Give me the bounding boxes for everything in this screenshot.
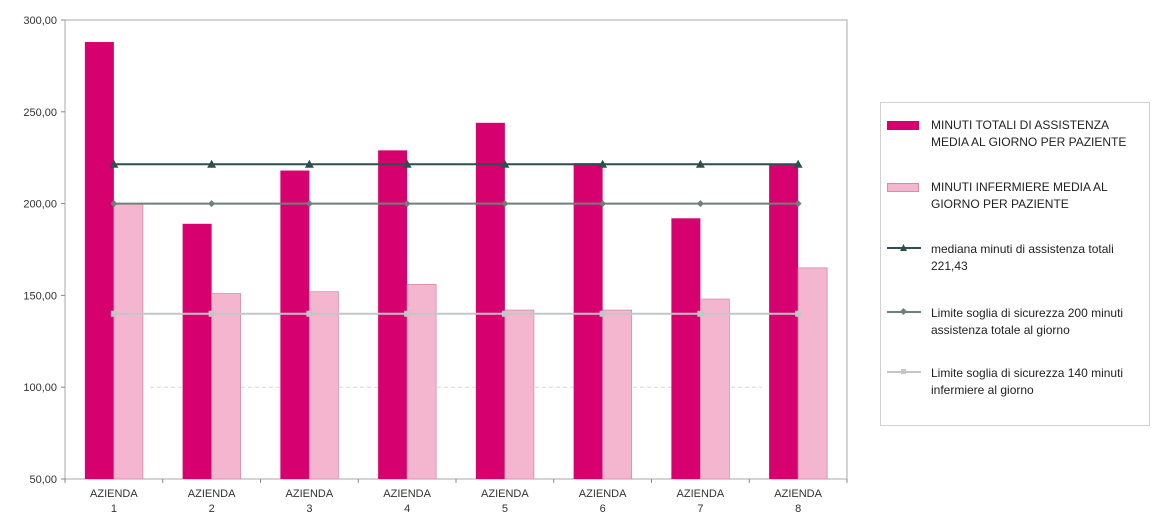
y-tick-label: 50,00	[29, 474, 57, 486]
legend-label-threshold-200: Limite soglia di sicurezza 200 minuti as…	[931, 306, 1124, 337]
bar-nurse-minutes	[211, 293, 242, 480]
diamond-marker	[208, 200, 216, 208]
bar-nurse-minutes	[699, 298, 730, 480]
bar-total-minutes	[84, 42, 114, 479]
x-tick-label-name: AZIENDA	[188, 488, 236, 500]
triangle-marker	[598, 159, 608, 168]
square-marker	[599, 310, 606, 317]
legend-swatch-nurse	[887, 183, 919, 192]
bar-nurse-minutes	[602, 309, 633, 480]
legend-item-threshold-200: Limite soglia di sicurezza 200 minuti as…	[887, 303, 1147, 337]
legend-line-threshold-140	[887, 369, 921, 374]
diamond-marker	[501, 200, 509, 208]
legend-label-median: mediana minuti di assistenza totali 221,…	[931, 242, 1114, 273]
x-tick-label-name: AZIENDA	[383, 488, 431, 500]
triangle-marker	[207, 159, 217, 168]
x-tick-label-name: AZIENDA	[90, 488, 138, 500]
bar-total-minutes	[280, 170, 310, 479]
square-marker	[208, 310, 215, 317]
triangle-marker	[109, 159, 119, 168]
x-tick-label-number: 4	[404, 503, 410, 515]
square-marker	[697, 310, 704, 317]
bar-nurse-minutes	[504, 309, 535, 480]
x-tick-label-number: 6	[600, 503, 606, 515]
diamond-marker	[599, 200, 607, 208]
x-tick-label-name: AZIENDA	[677, 488, 725, 500]
legend: MINUTI TOTALI DI ASSISTENZA MEDIA AL GIO…	[880, 102, 1150, 426]
x-tick-label-name: AZIENDA	[481, 488, 529, 500]
square-marker	[404, 310, 411, 317]
x-tick-label-name: AZIENDA	[286, 488, 334, 500]
diamond-marker	[794, 200, 802, 208]
legend-label-threshold-140: Limite soglia di sicurezza 140 minuti in…	[931, 366, 1124, 397]
bar-nurse-minutes	[308, 291, 339, 480]
x-tick-label-number: 7	[697, 503, 703, 515]
triangle-marker-icon	[900, 244, 907, 251]
legend-swatch-total	[887, 121, 919, 130]
legend-line-median	[887, 244, 921, 251]
bar-nurse-minutes	[797, 267, 828, 480]
legend-label-total: MINUTI TOTALI DI ASSISTENZA MEDIA AL GIO…	[931, 118, 1127, 149]
x-tick-label-name: AZIENDA	[579, 488, 627, 500]
x-tick-label-number: 8	[795, 503, 801, 515]
square-marker	[110, 310, 117, 317]
bar-total-minutes	[573, 163, 603, 479]
x-tick-label-number: 1	[111, 503, 117, 515]
x-tick-label-number: 5	[502, 503, 508, 515]
triangle-marker	[695, 159, 705, 168]
bar-total-minutes	[182, 223, 212, 479]
triangle-marker	[500, 159, 510, 168]
triangle-marker	[402, 159, 412, 168]
legend-label-nurse: MINUTI INFERMIERE MEDIA AL GIORNO PER PA…	[931, 180, 1108, 211]
legend-line-threshold-200	[887, 308, 921, 315]
y-tick-label: 200,00	[23, 199, 57, 211]
bar-total-minutes	[769, 165, 799, 479]
y-tick-label: 150,00	[23, 290, 57, 302]
triangle-marker	[793, 159, 803, 168]
y-tick-label: 300,00	[23, 15, 57, 27]
square-marker	[795, 310, 802, 317]
diamond-marker	[305, 200, 313, 208]
diamond-marker-icon	[900, 308, 907, 315]
square-marker	[501, 310, 508, 317]
triangle-marker	[304, 159, 314, 168]
x-tick-label-number: 3	[306, 503, 312, 515]
diamond-marker	[403, 200, 411, 208]
square-marker-icon	[901, 369, 906, 374]
bar-nurse-minutes	[113, 203, 144, 480]
legend-item-median: mediana minuti di assistenza totali 221,…	[887, 239, 1147, 273]
y-tick-label: 100,00	[23, 382, 57, 394]
x-tick-label-name: AZIENDA	[774, 488, 822, 500]
bar-total-minutes	[671, 218, 701, 479]
y-tick-label: 250,00	[23, 107, 57, 119]
diamond-marker	[110, 200, 118, 208]
diamond-marker	[696, 200, 704, 208]
legend-item-threshold-140: Limite soglia di sicurezza 140 minuti in…	[887, 363, 1147, 397]
bar-nurse-minutes	[406, 283, 437, 480]
x-tick-label-number: 2	[209, 503, 215, 515]
bar-total-minutes	[475, 122, 505, 479]
square-marker	[306, 310, 313, 317]
